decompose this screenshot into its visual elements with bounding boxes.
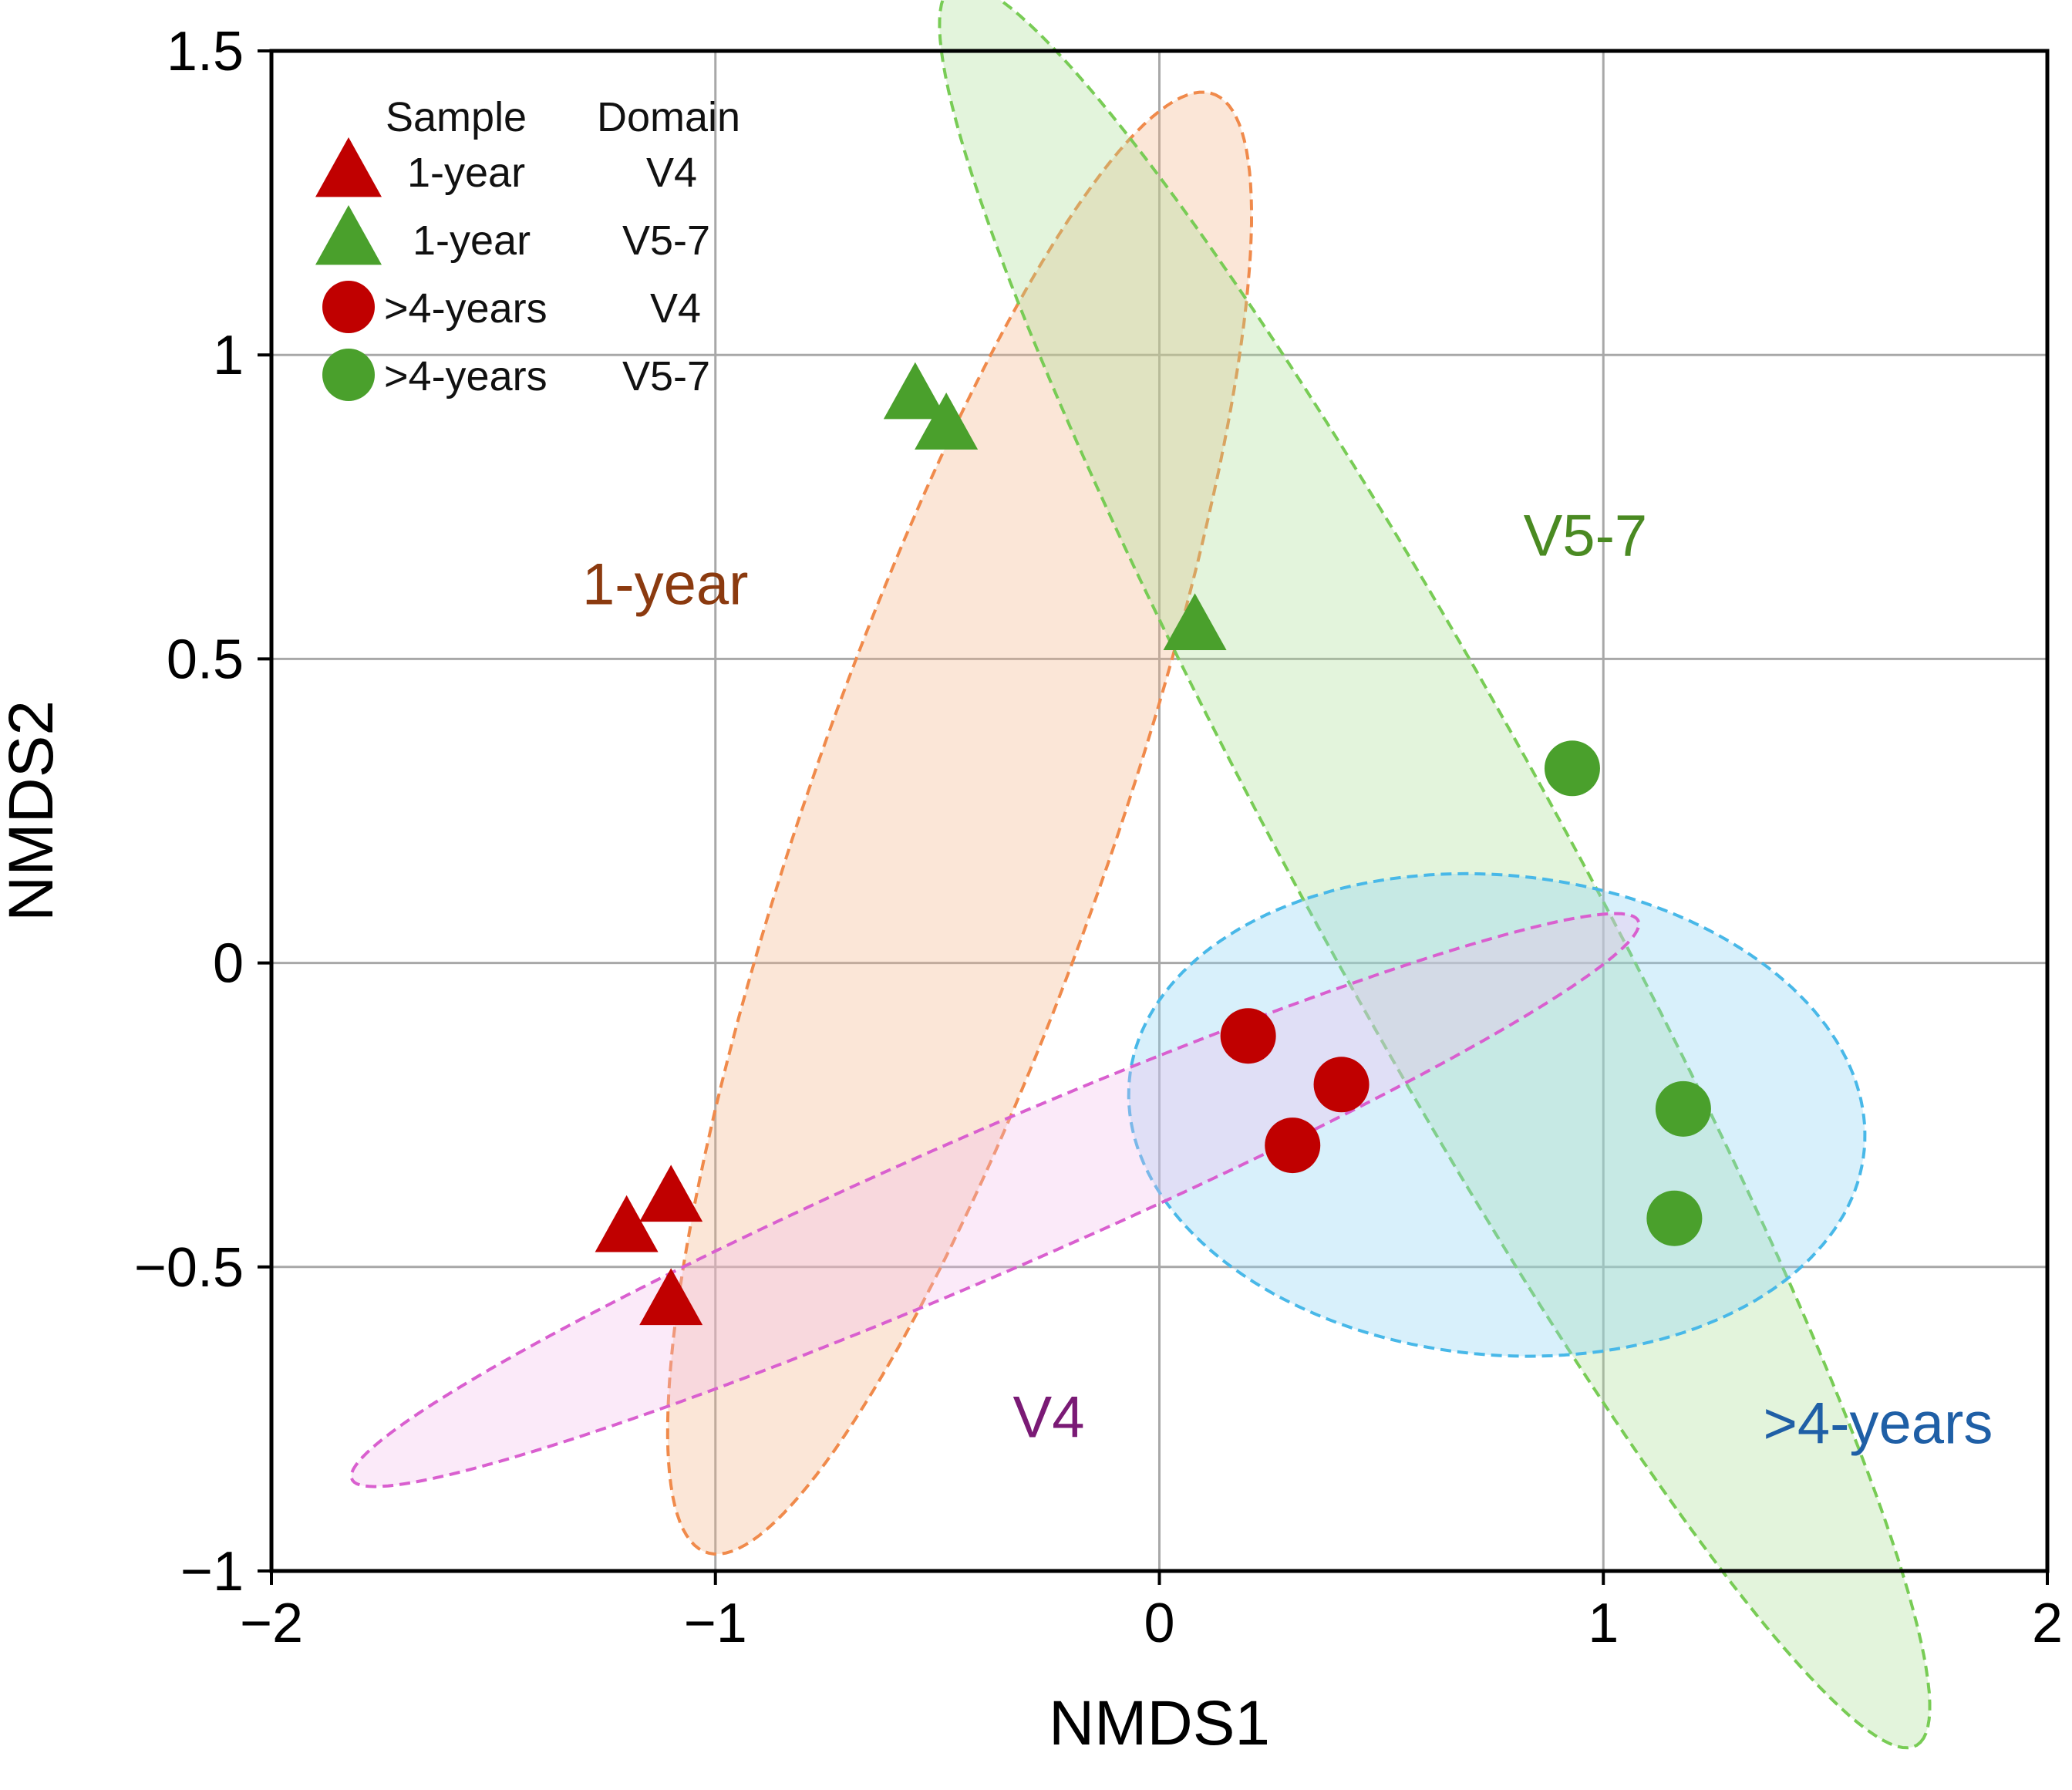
y-tick-label: 0	[213, 933, 244, 995]
legend-sample-label: >4-years	[384, 353, 547, 399]
y-tick-label: 1.5	[167, 21, 244, 83]
triangle-point	[915, 393, 979, 450]
ellipse-v5-7	[938, 0, 1932, 1750]
y-tick-label: −0.5	[134, 1237, 244, 1299]
x-tick-label: −1	[684, 1593, 747, 1654]
y-axis-title: NMDS2	[0, 700, 66, 922]
data-points	[595, 362, 1711, 1326]
legend-sample-label: 1-year	[413, 217, 531, 264]
ellipse-v4	[349, 912, 1641, 1488]
group-labels: 1-year V5-7 >4-years V4	[582, 503, 1993, 1456]
legend-domain-label: V4	[650, 285, 701, 332]
group-label-1-year: 1-year	[582, 551, 748, 617]
y-tick-label: −1	[180, 1541, 244, 1603]
ellipse-1-year	[665, 90, 1253, 1556]
legend-triangle-icon	[315, 205, 382, 265]
x-tick-label: −2	[240, 1593, 303, 1654]
legend: Sample Domain 1-year V4 1-year V5-7 >4-years V4…	[315, 94, 740, 401]
circle-point	[1220, 1008, 1276, 1064]
legend-domain-label: V5-7	[622, 353, 710, 399]
legend-circle-icon	[322, 281, 375, 333]
legend-triangle-icon	[315, 137, 382, 197]
triangle-point	[883, 362, 947, 420]
legend-sample-label: 1-year	[407, 150, 525, 196]
circle-point	[1313, 1057, 1370, 1113]
ticks: −2 −1 0 1 2−1−0.500.511.5	[134, 21, 2063, 1654]
x-tick-label: 0	[1144, 1593, 1174, 1654]
triangle-point	[595, 1195, 659, 1252]
legend-domain-label: V5-7	[622, 217, 710, 264]
legend-header-domain: Domain	[597, 94, 740, 140]
legend-circle-icon	[322, 349, 375, 401]
legend-domain-label: V4	[646, 150, 697, 196]
grid	[271, 51, 2047, 1571]
group-label-v5-7: V5-7	[1524, 503, 1648, 568]
ellipses	[349, 0, 1932, 1750]
circle-point	[1544, 740, 1600, 797]
group-label-4-years: >4-years	[1764, 1391, 1993, 1456]
circle-point	[1646, 1190, 1703, 1246]
legend-header-sample: Sample	[386, 94, 527, 140]
x-tick-label: 1	[1588, 1593, 1619, 1654]
triangle-point	[639, 1165, 703, 1222]
legend-sample-label: >4-years	[384, 285, 547, 332]
triangle-point	[1163, 593, 1227, 651]
y-tick-label: 1	[213, 325, 244, 386]
x-tick-label: 2	[2032, 1593, 2063, 1654]
triangle-point	[639, 1268, 703, 1326]
circle-point	[1655, 1080, 1711, 1137]
group-label-v4: V4	[1013, 1385, 1085, 1451]
y-tick-label: 0.5	[167, 629, 244, 690]
circle-point	[1265, 1117, 1321, 1174]
x-axis-title: NMDS1	[1049, 1688, 1270, 1758]
